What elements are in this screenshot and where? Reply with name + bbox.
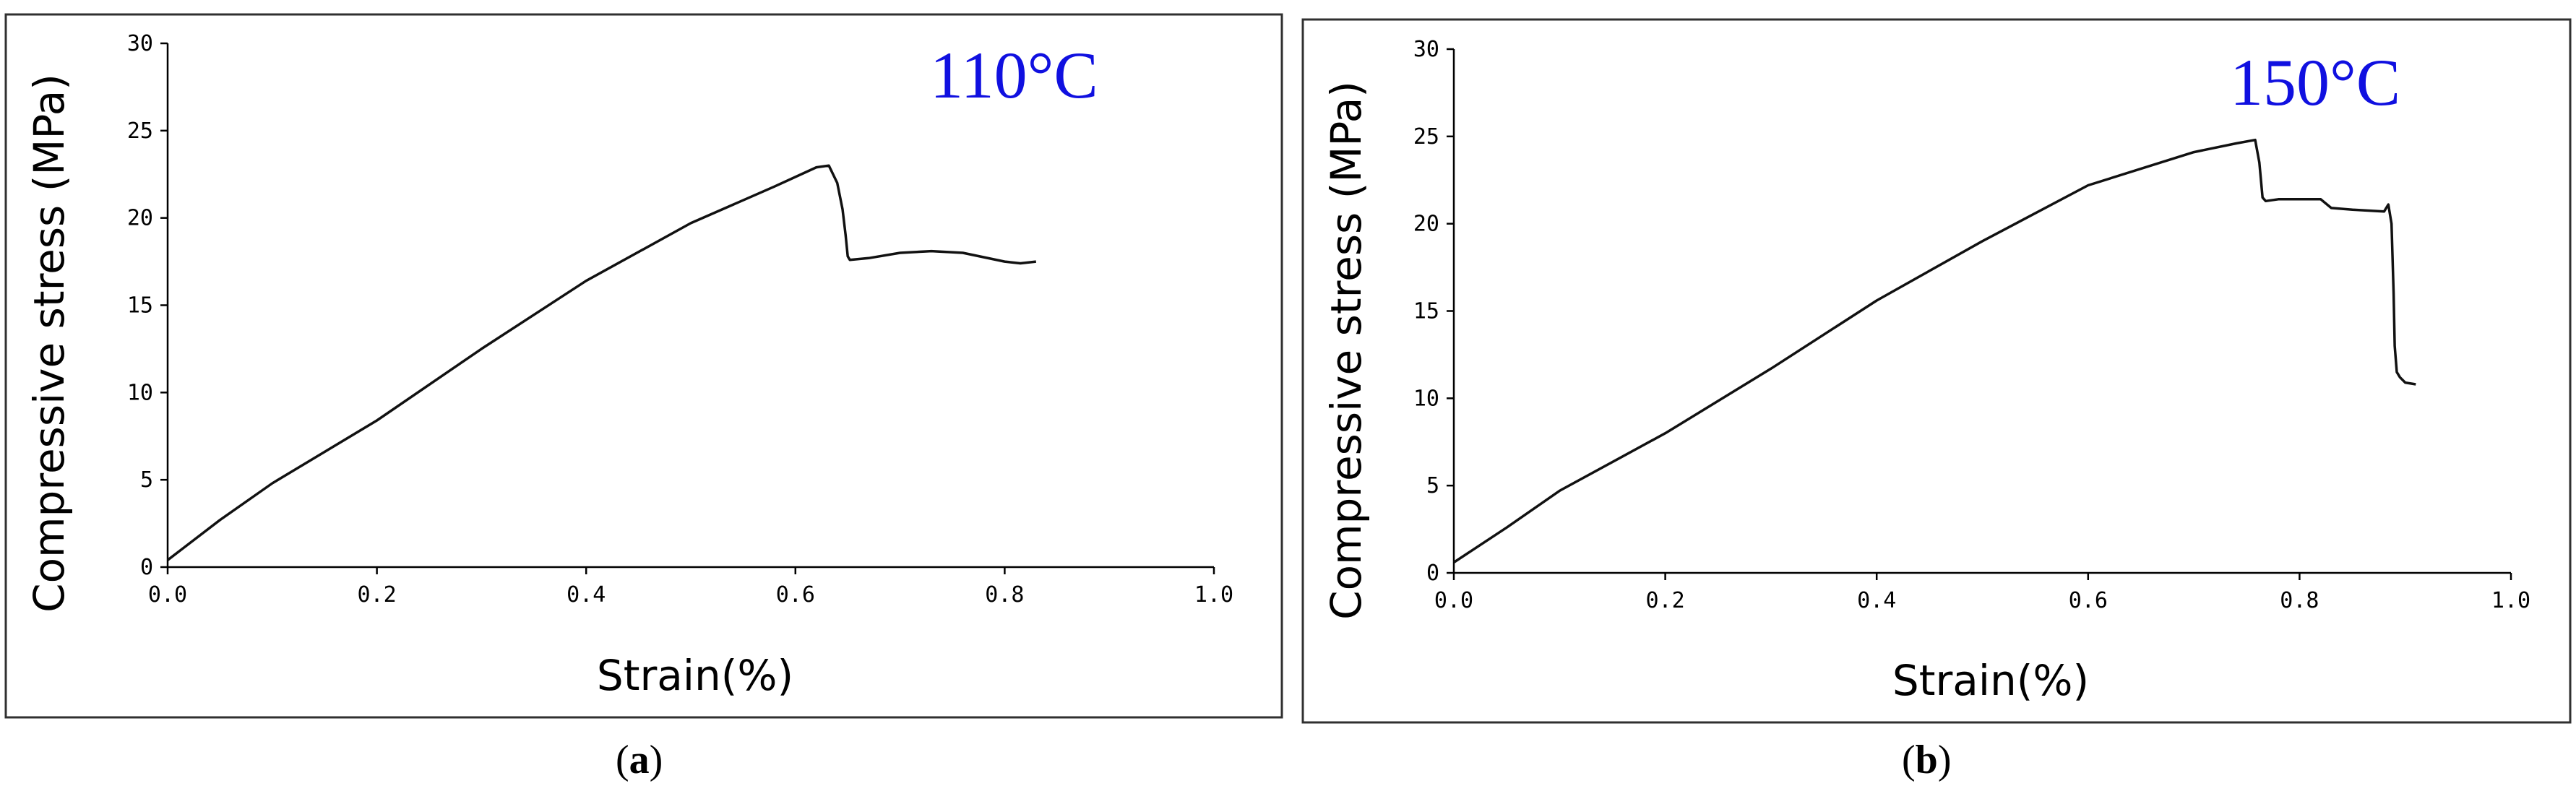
panel-b-x-tick-label: 0.0 bbox=[1434, 588, 1473, 613]
panel-b-y-tick-label: 10 bbox=[1413, 386, 1439, 411]
panel-a-temperature-label: 110°C bbox=[930, 38, 1098, 112]
panel-a-frame bbox=[4, 13, 1283, 719]
panel-b-x-tick-label: 0.4 bbox=[1857, 588, 1896, 613]
panel-b-y-tick-label: 15 bbox=[1413, 299, 1439, 324]
panel-b-plot: 0 5 10 15 20 25 30 0.0 0.2 0.4 0.6 0.8 1.0 bbox=[1413, 37, 2530, 613]
panel-a: 110°C Compressive stress (MPa) Strain(%)… bbox=[4, 13, 1283, 719]
panel-a-x-tick-label: 0.0 bbox=[148, 582, 187, 608]
panel-b-frame bbox=[1301, 18, 2572, 724]
panel-b: 150°C Compressive stress (MPa) Strain(%)… bbox=[1301, 18, 2572, 724]
panel-b-y-tick-label: 0 bbox=[1426, 561, 1439, 586]
panel-b-x-tick-label: 0.8 bbox=[2280, 588, 2319, 613]
panel-b-x-tick-label: 0.2 bbox=[1646, 588, 1685, 613]
panel-b-temperature-label: 150°C bbox=[2230, 46, 2400, 119]
panel-a-x-tick-label: 1.0 bbox=[1194, 582, 1233, 608]
panel-a-x-tick-label: 0.8 bbox=[985, 582, 1024, 608]
panel-a-x-axis-title: Strain(%) bbox=[597, 651, 793, 700]
panel-a-plot: 0 5 10 15 20 25 30 0.0 0.2 0.4 0.6 0.8 1.0 bbox=[127, 31, 1233, 608]
panel-a-y-tick-label: 20 bbox=[127, 206, 153, 231]
panel-a-x-tick-label: 0.4 bbox=[567, 582, 606, 608]
panel-a-y-tick-label: 15 bbox=[127, 293, 153, 319]
panel-a-y-tick-label: 10 bbox=[127, 380, 153, 405]
panel-b-x-tick-label: 0.6 bbox=[2069, 588, 2108, 613]
panel-a-y-tick-label: 30 bbox=[127, 31, 153, 56]
panel-a-caption: (a) bbox=[616, 738, 663, 782]
panel-b-y-axis-title: Compressive stress (MPa) bbox=[1322, 81, 1371, 620]
panel-a-x-tick-label: 0.6 bbox=[776, 582, 815, 608]
panel-a-stress-strain-curve bbox=[166, 164, 1036, 561]
panel-a-y-axis-title: Compressive stress (MPa) bbox=[25, 74, 74, 613]
panel-b-y-tick-label: 5 bbox=[1426, 473, 1439, 498]
panel-b-y-tick-label: 20 bbox=[1413, 212, 1439, 237]
panel-b-caption: (b) bbox=[1902, 738, 1952, 782]
panel-a-y-tick-label: 5 bbox=[140, 467, 153, 493]
panel-a-y-tick-label: 0 bbox=[140, 555, 153, 580]
panel-b-stress-strain-curve bbox=[1453, 138, 2416, 563]
panel-b-y-tick-label: 25 bbox=[1413, 124, 1439, 150]
panel-b-x-tick-label: 1.0 bbox=[2491, 588, 2530, 613]
panel-b-x-axis-title: Strain(%) bbox=[1892, 656, 2089, 705]
panel-a-x-tick-label: 0.2 bbox=[358, 582, 397, 608]
panel-a-y-tick-label: 25 bbox=[127, 118, 153, 144]
panel-b-y-tick-label: 30 bbox=[1413, 37, 1439, 62]
